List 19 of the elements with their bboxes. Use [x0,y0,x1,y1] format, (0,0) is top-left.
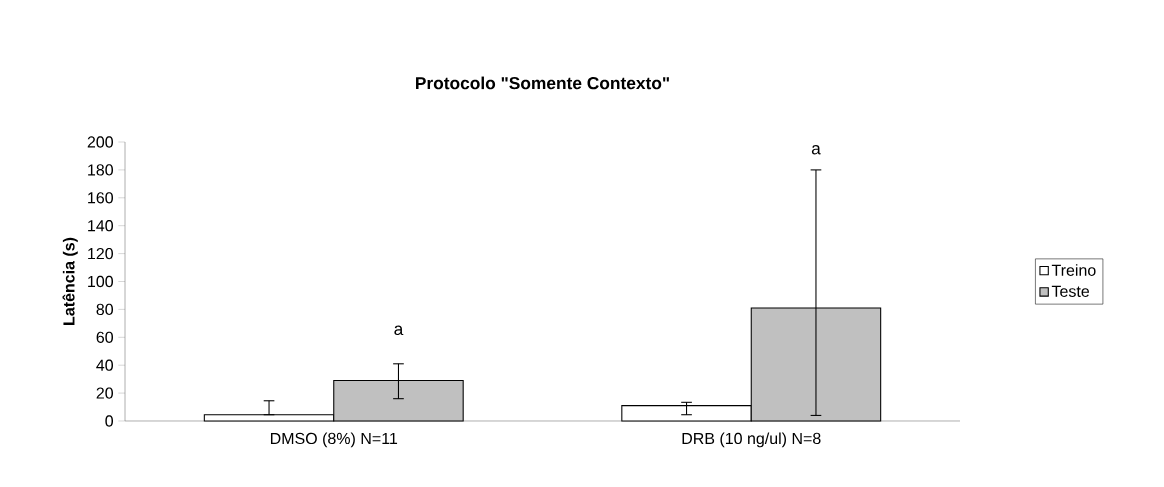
chart-title: Protocolo "Somente Contexto" [416,76,669,90]
y-tick-label: 180 [88,164,113,176]
y-tick-label: 160 [88,192,113,204]
x-tick-label: DRB (10 ng/ul) N=8 [682,432,821,448]
y-tick-label: 0 [105,415,114,427]
legend-label: Teste [1051,285,1090,297]
y-tick-label: 20 [96,387,114,399]
y-tick-label: 120 [88,247,113,260]
legend-label: Treino [1051,264,1096,276]
annotation: a [811,145,821,155]
y-tick-label: 140 [88,220,113,232]
y-tick-label: 40 [96,359,114,371]
y-tick-label: 200 [87,136,113,148]
y-tick-label: 60 [96,331,114,343]
y-tick-label: 100 [88,275,113,288]
x-tick-label: DMSO (8%) N=11 [270,432,398,448]
y-axis-title: Latência (s) [62,237,78,325]
annotation: a [394,325,404,336]
y-tick-label: 80 [96,303,114,316]
